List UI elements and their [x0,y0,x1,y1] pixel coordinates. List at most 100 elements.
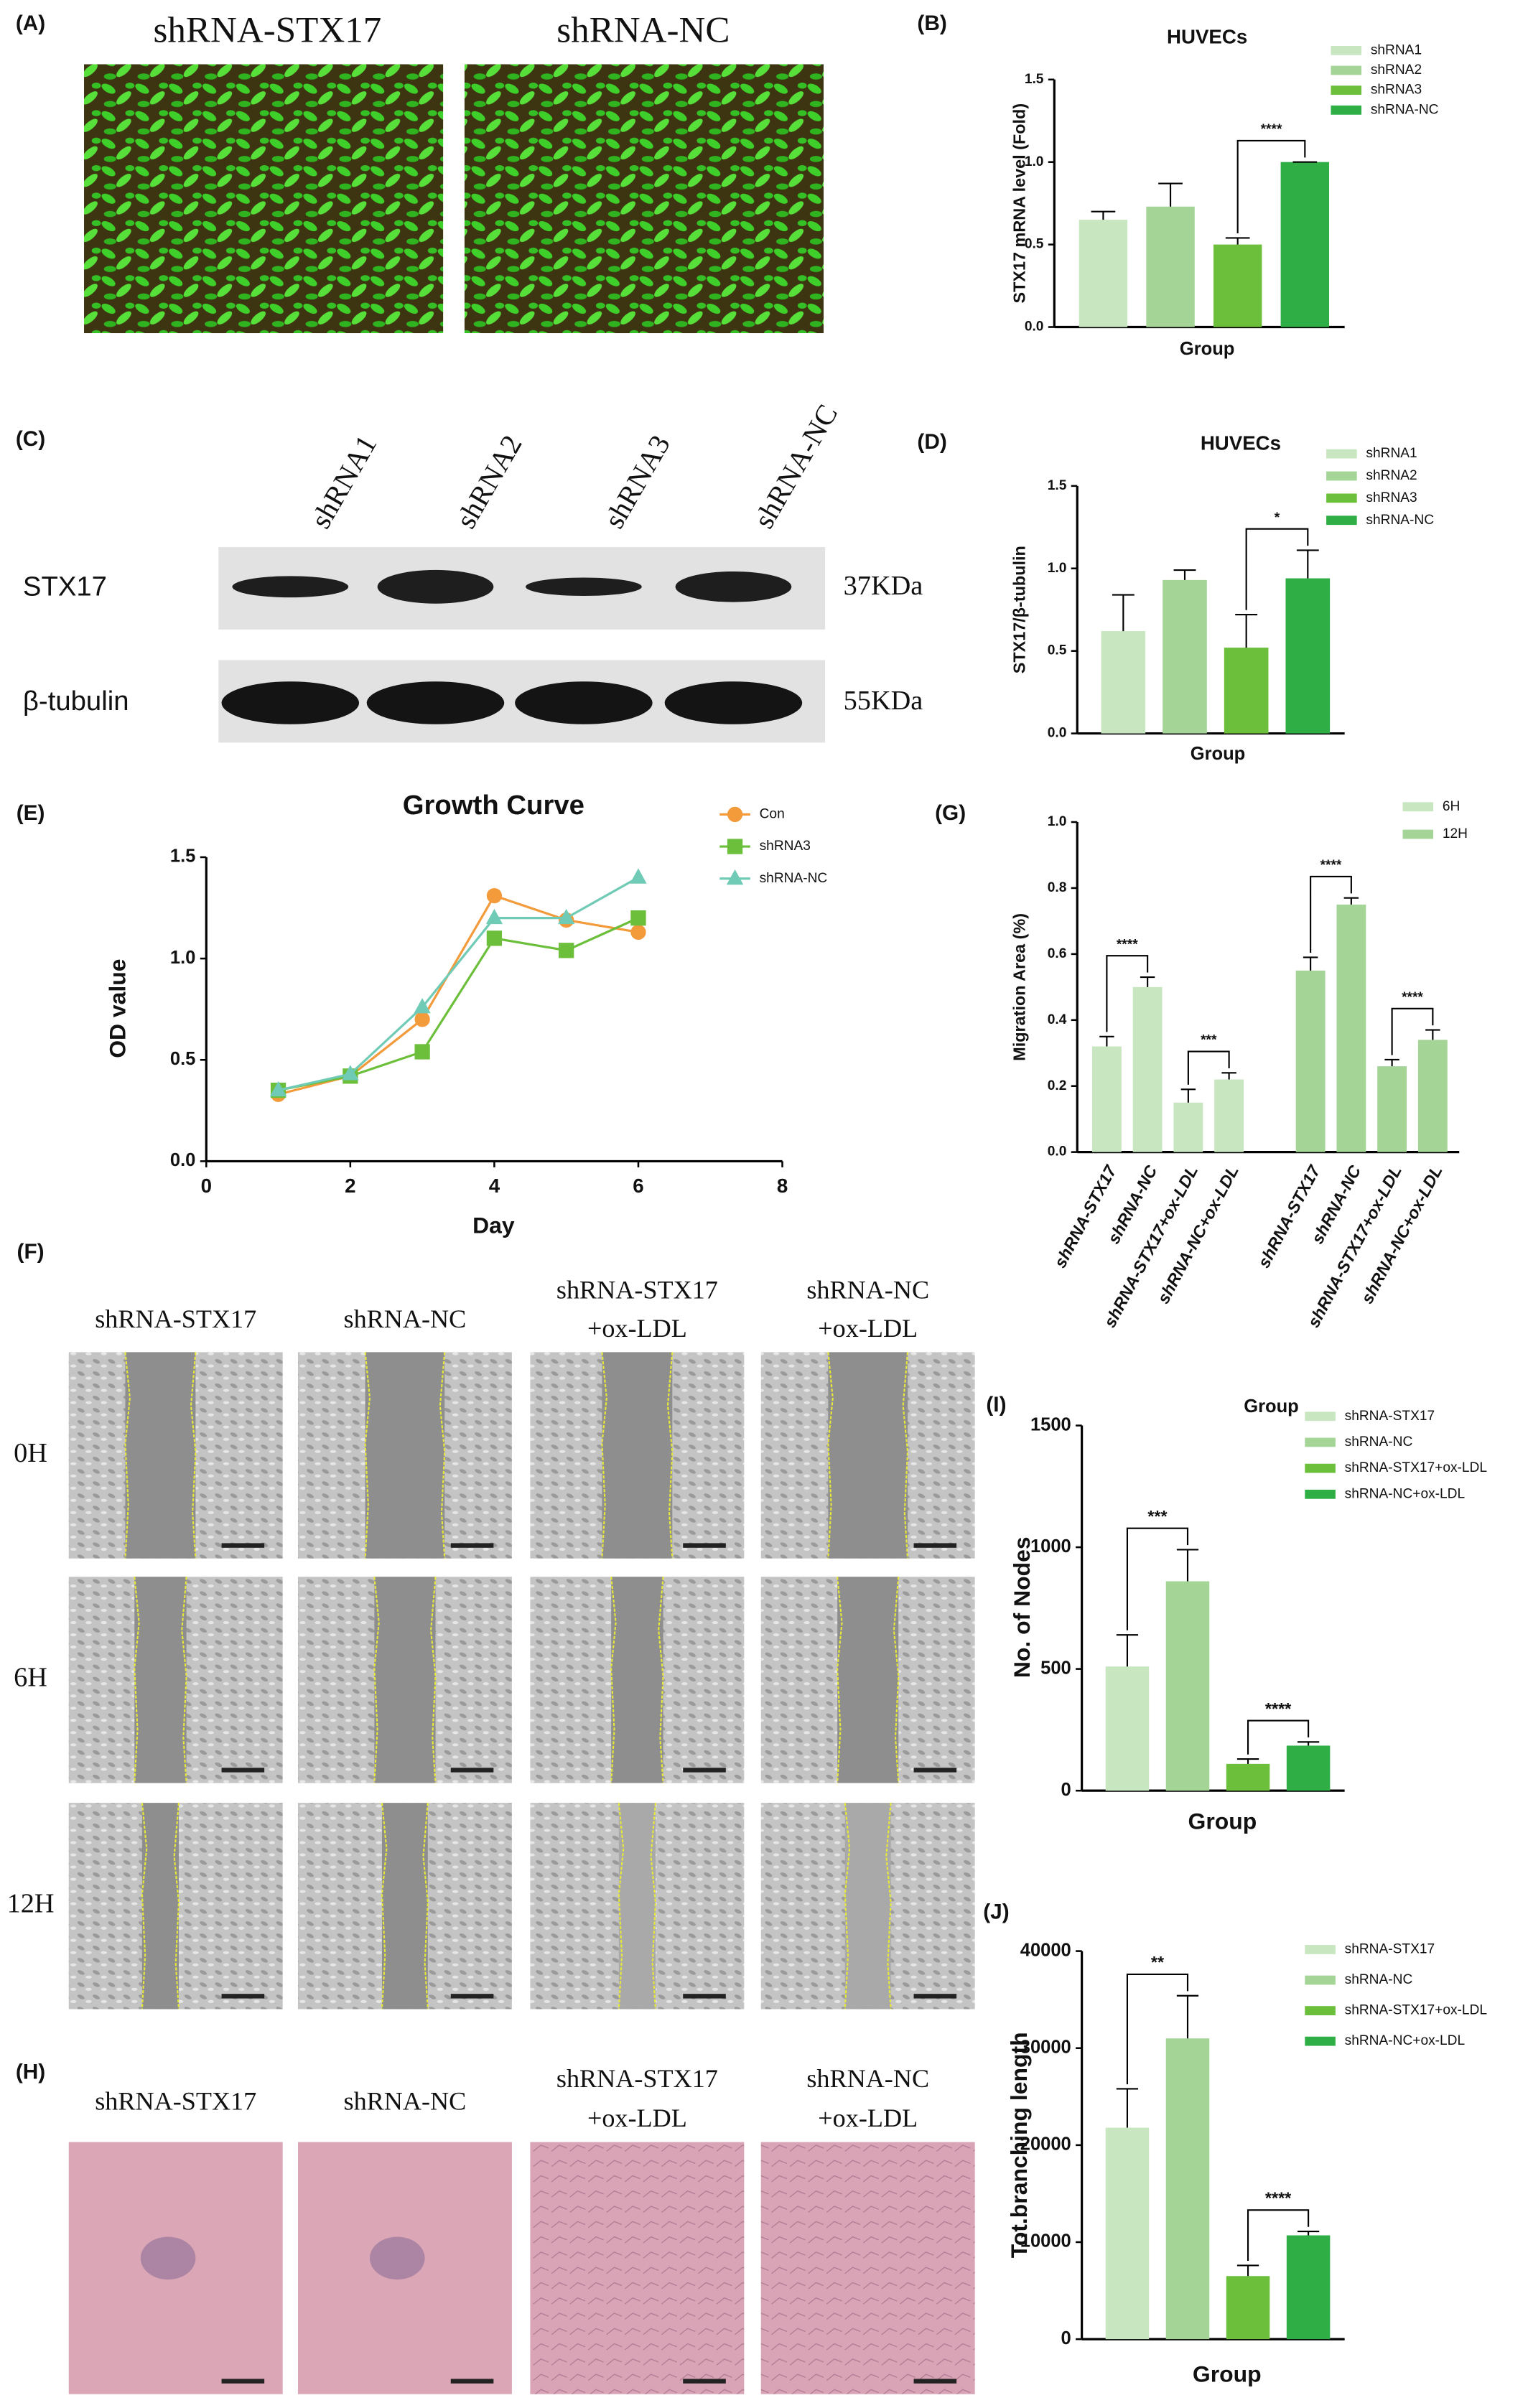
point [559,943,574,958]
wound-edge [827,1352,909,1559]
legend-label: shRNA2 [1366,468,1417,483]
x-axis-label: Group [1193,2361,1262,2387]
wound-gap [602,1352,673,1559]
error-bar [1343,897,1359,905]
scale-bar [450,1768,494,1773]
point [269,1081,287,1097]
scale-bar [683,1994,726,1999]
y-tick-label: 0 [1061,2328,1071,2348]
scale-bar [913,1543,957,1548]
significance-bracket [1187,1050,1230,1085]
scale-bar [450,2379,494,2384]
significance-label: * [1275,510,1280,526]
x-tick-label: 2 [345,1175,355,1197]
bar [1280,162,1330,327]
legend-label: shRNA-NC [1371,102,1439,117]
legend-label: shRNA-STX17+ox-LDL [1345,2003,1488,2018]
y-axis-label: Tot.branching length [1006,2032,1032,2258]
legend-label: shRNA-STX17+ox-LDL [1345,1460,1488,1475]
point [557,908,575,925]
scale-bar [683,1768,726,1773]
legend-swatch [1402,829,1434,839]
bar [1377,1066,1407,1152]
bar [1091,1046,1122,1152]
bar [1163,579,1207,734]
y-axis-label: STX17/β-tubulin [1010,546,1029,673]
error-bar [1384,1058,1399,1067]
legend-label: shRNA-STX17 [1345,1409,1435,1424]
line [278,876,639,1092]
error-bar [1425,1029,1440,1040]
y-tick-label: 0.5 [170,1049,195,1069]
wound-edge [601,1352,674,1559]
y-axis-label: No. of Nodes [1009,1536,1035,1678]
y-tick-label: 1.0 [1048,814,1067,829]
y-tick-label: 0.5 [1048,643,1067,658]
significance-bracket [1126,1973,1189,2085]
lane-label: shRNA3 [597,429,676,533]
legend-marker [726,869,744,885]
column-label: shRNA-STX17 [556,1276,718,1305]
bar [1295,970,1326,1152]
panel-label: (C) [16,427,45,451]
y-tick-label: 1.0 [1025,154,1044,169]
wound-edge [610,1577,664,1783]
y-tick-label: 0.0 [1025,319,1044,335]
panel-label: (J) [983,1900,1009,1923]
panel-label: (A) [16,11,45,35]
wound-gap [618,1803,656,2010]
scale-bar [683,1543,726,1548]
y-axis-label: STX17 mRNA level (Fold) [1010,103,1029,304]
y-tick-label: 0.8 [1048,880,1067,895]
legend-label: 6H [1443,799,1460,814]
legend-swatch [1305,1411,1336,1422]
blot-band [675,571,792,602]
significance-label: **** [1265,2189,1292,2208]
scale-bar [221,1543,265,1548]
error-bar [1112,594,1135,632]
scale-bar [221,1994,265,1999]
y-tick-label: 0.0 [1048,1144,1067,1159]
panel-label: (H) [16,2061,45,2084]
error-bar [1225,237,1250,245]
legend-label: shRNA-NC [760,871,828,886]
scale-bar [913,1994,957,1999]
significance-label: *** [1147,1507,1168,1526]
significance-bracket [1245,528,1309,610]
bar [1101,631,1146,734]
legend-swatch [1326,493,1357,503]
significance-label: ** [1151,1953,1165,1971]
column-label: shRNA-STX17 [95,1305,256,1333]
blot-band [526,577,642,597]
bar [1286,1745,1331,1791]
column-label: +ox-LDL [818,2104,918,2132]
bar [1105,2127,1150,2340]
legend-label: shRNA-NC+ox-LDL [1345,2033,1466,2048]
legend-label: shRNA-NC [1345,1434,1413,1450]
legend-swatch [1326,449,1357,459]
bar [1132,986,1163,1152]
y-tick-label: 1000 [1030,1536,1071,1557]
row-label: 12H [7,1889,55,1919]
x-tick-label: shRNA-STX17 [1254,1162,1324,1271]
wound-edge [373,1577,437,1783]
wound-gap [611,1577,663,1783]
column-label: shRNA-NC [344,2087,467,2116]
significance-label: **** [1261,122,1282,137]
significance-label: *** [1201,1033,1217,1048]
legend-label: shRNA-NC [1345,1972,1413,1987]
legend-label: shRNA1 [1366,446,1417,461]
significance-label: **** [1402,990,1423,1005]
error-bar [1099,1035,1114,1047]
chart-title: HUVECs [1201,432,1281,454]
wound-edge [618,1803,656,2010]
y-tick-label: 1.0 [1048,561,1067,576]
chart-title: HUVECs [1167,26,1247,48]
scale-bar [913,2379,957,2384]
y-tick-label: 500 [1040,1658,1071,1678]
x-axis-label: Group [1244,1396,1299,1417]
x-axis-label: Group [1191,744,1246,764]
wound-edge [141,1803,180,2010]
legend-marker [727,839,743,854]
point [342,1065,359,1081]
